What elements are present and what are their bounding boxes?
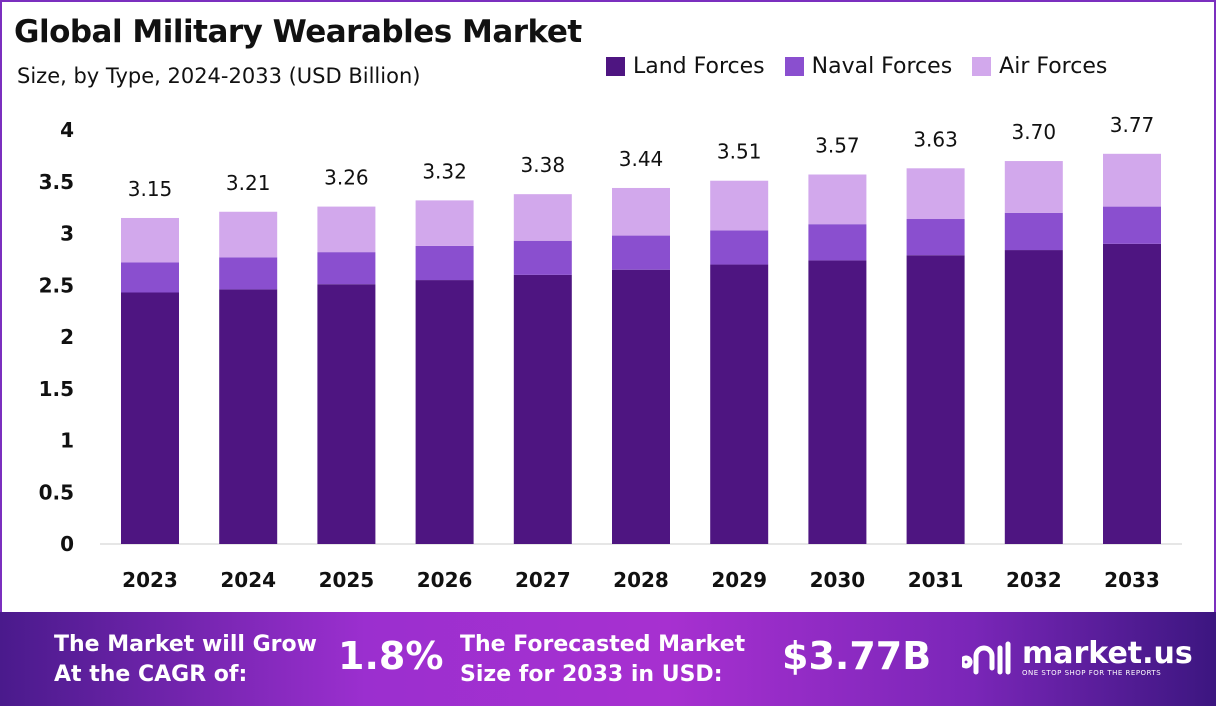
total-data-label: 3.21 — [226, 171, 271, 195]
stacked-bar-chart: 0 0.5 1 1.5 2 2.5 3 3.5 4 3.15 2023 3.21 2024 3.26 202… — [39, 113, 1182, 592]
total-data-label: 3.26 — [324, 166, 369, 190]
bar-segment-land-forces — [1103, 243, 1161, 544]
bar-segment-land-forces — [906, 255, 965, 545]
y-tick-label: 2.5 — [39, 273, 74, 297]
y-tick-label: 1.5 — [39, 377, 74, 401]
x-tick-label: 2027 — [515, 568, 571, 592]
bar-segment-naval-forces — [710, 230, 769, 265]
x-tick-label: 2031 — [908, 568, 964, 592]
legend-swatch — [784, 57, 804, 76]
legend-label: Land Forces — [633, 54, 765, 79]
x-tick-label: 2033 — [1104, 568, 1160, 592]
bar-segment-air-forces — [121, 217, 179, 263]
x-tick-label: 2025 — [319, 568, 375, 592]
forecast-label-line2: Size for 2033 in USD: — [460, 662, 723, 687]
bar-segment-naval-forces — [219, 257, 278, 290]
bar-segment-land-forces — [121, 292, 179, 544]
bar-segment-land-forces — [219, 289, 278, 544]
logo-icon — [962, 641, 1011, 675]
y-tick-label: 0 — [60, 532, 74, 556]
x-tick-label: 2024 — [220, 568, 276, 592]
total-data-label: 3.51 — [717, 140, 762, 164]
legend-label: Naval Forces — [811, 54, 953, 79]
bar-segment-naval-forces — [906, 219, 965, 256]
legend-item-land: Land Forces — [606, 54, 765, 79]
total-data-label: 3.57 — [815, 134, 860, 158]
bar-segment-land-forces — [612, 269, 670, 544]
bar-segment-air-forces — [219, 211, 278, 258]
bar-segment-air-forces — [906, 168, 965, 220]
logo-tagline: ONE STOP SHOP FOR THE REPORTS — [1022, 669, 1162, 677]
bar-segment-air-forces — [317, 206, 376, 253]
x-tick-label: 2023 — [122, 568, 178, 592]
x-tick-label: 2032 — [1006, 568, 1062, 592]
cagr-value: 1.8% — [338, 634, 444, 678]
bar-segment-naval-forces — [1103, 206, 1161, 244]
bar-segment-air-forces — [1004, 161, 1063, 213]
y-tick-label: 1 — [60, 429, 74, 453]
market-us-logo: market.us ONE STOP SHOP FOR THE REPORTS — [962, 638, 1193, 678]
legend-swatch — [972, 57, 992, 76]
bar-segment-land-forces — [808, 260, 867, 544]
y-tick-label: 0.5 — [39, 480, 74, 504]
bar-segment-land-forces — [415, 280, 474, 544]
total-data-label: 3.70 — [1012, 120, 1057, 144]
x-tick-label: 2026 — [417, 568, 473, 592]
footer-banner: The Market will Grow At the CAGR of: 1.8… — [0, 612, 1216, 706]
forecast-value: $3.77B — [782, 634, 932, 678]
cagr-label: The Market will Grow At the CAGR of: — [54, 630, 317, 690]
cagr-label-line1: The Market will Grow — [54, 632, 317, 657]
bar-segment-naval-forces — [513, 240, 572, 275]
logo-name: market.us — [1022, 636, 1193, 671]
bar-segment-air-forces — [1103, 153, 1161, 207]
legend-swatch — [606, 57, 625, 76]
bar-segment-naval-forces — [121, 262, 179, 293]
total-data-label: 3.44 — [619, 147, 664, 171]
x-tick-label: 2029 — [711, 568, 767, 592]
bar-segment-land-forces — [317, 284, 376, 544]
bar-segment-land-forces — [513, 274, 572, 544]
total-data-label: 3.32 — [422, 159, 467, 183]
bar-segment-air-forces — [710, 180, 769, 231]
total-data-label: 3.77 — [1110, 113, 1155, 137]
bar-segment-land-forces — [710, 264, 769, 544]
chart-subtitle: Size, by Type, 2024-2033 (USD Billion) — [17, 64, 421, 88]
legend: Land Forces Naval Forces Air Forces — [606, 54, 1107, 79]
bar-segment-naval-forces — [415, 245, 474, 281]
bar-segment-naval-forces — [317, 252, 376, 285]
y-tick-label: 3 — [60, 222, 74, 246]
cagr-label-line2: At the CAGR of: — [54, 662, 248, 687]
bar-segment-air-forces — [415, 200, 474, 246]
bar-segment-naval-forces — [612, 235, 670, 270]
total-data-label: 3.15 — [128, 177, 173, 201]
legend-item-naval: Naval Forces — [784, 54, 953, 79]
legend-label: Air Forces — [999, 54, 1108, 79]
total-data-label: 3.63 — [913, 127, 958, 151]
chart-frame — [0, 0, 1216, 614]
y-tick-label: 3.5 — [39, 170, 74, 194]
bar-segment-naval-forces — [808, 224, 867, 261]
bar-segment-air-forces — [808, 174, 867, 225]
bar-segment-land-forces — [1004, 250, 1063, 544]
x-tick-label: 2030 — [810, 568, 866, 592]
chart-title: Global Military Wearables Market — [14, 14, 582, 50]
y-tick-label: 4 — [60, 118, 74, 142]
forecast-label-line1: The Forecasted Market — [460, 632, 746, 657]
legend-item-air: Air Forces — [972, 54, 1107, 79]
x-tick-label: 2028 — [613, 568, 669, 592]
y-tick-label: 2 — [60, 325, 74, 349]
total-data-label: 3.38 — [521, 153, 566, 177]
bar-segment-air-forces — [612, 187, 670, 236]
bar-segment-naval-forces — [1004, 212, 1063, 251]
bar-segment-air-forces — [513, 194, 572, 241]
forecast-label: The Forecasted Market Size for 2033 in U… — [460, 630, 745, 690]
